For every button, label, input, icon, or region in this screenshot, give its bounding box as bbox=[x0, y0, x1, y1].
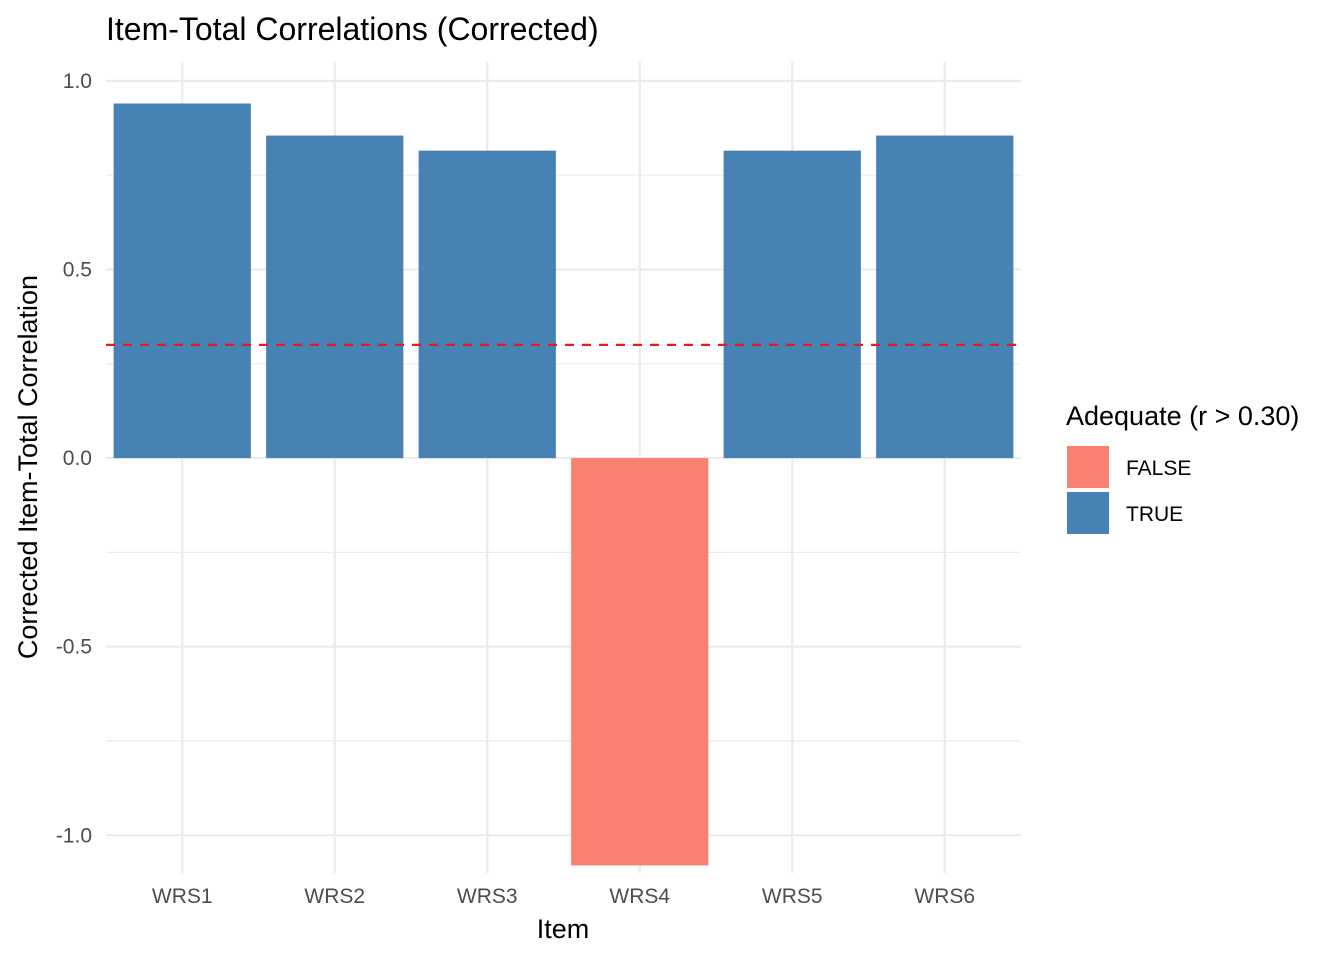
x-tick-label: WRS1 bbox=[152, 885, 213, 908]
legend: Adequate (r > 0.30) FALSE TRUE bbox=[1066, 401, 1299, 534]
bar-wrs6 bbox=[876, 135, 1014, 459]
y-tick-labels: -1.0 -0.5 0.0 0.5 1.0 bbox=[56, 70, 92, 847]
x-tick-label: WRS2 bbox=[304, 885, 365, 908]
x-tick-labels: WRS1 WRS2 WRS3 WRS4 WRS5 WRS6 bbox=[152, 885, 975, 908]
bar-wrs3 bbox=[418, 150, 556, 459]
y-tick-label: 1.0 bbox=[63, 70, 92, 93]
legend-label-false: FALSE bbox=[1126, 457, 1191, 480]
bar-wrs4 bbox=[571, 458, 709, 866]
y-axis-title: Corrected Item-Total Correlation bbox=[13, 275, 43, 659]
y-tick-label: -0.5 bbox=[56, 636, 92, 659]
legend-swatch-false bbox=[1067, 446, 1109, 488]
y-tick-label: 0.0 bbox=[63, 447, 92, 470]
legend-label-true: TRUE bbox=[1126, 503, 1183, 526]
chart-title: Item-Total Correlations (Corrected) bbox=[106, 11, 599, 47]
legend-title: Adequate (r > 0.30) bbox=[1066, 401, 1299, 431]
x-axis-title: Item bbox=[537, 914, 590, 944]
x-tick-label: WRS3 bbox=[457, 885, 518, 908]
legend-swatch-true bbox=[1067, 492, 1109, 534]
bars bbox=[113, 103, 1014, 866]
x-tick-label: WRS5 bbox=[762, 885, 823, 908]
x-tick-label: WRS6 bbox=[914, 885, 975, 908]
bar-wrs1 bbox=[113, 103, 251, 459]
minor-gridlines bbox=[106, 174, 1021, 742]
bar-wrs2 bbox=[266, 135, 404, 459]
y-tick-label: 0.5 bbox=[63, 258, 92, 281]
x-tick-label: WRS4 bbox=[609, 885, 670, 908]
bar-wrs5 bbox=[723, 150, 861, 459]
y-tick-label: -1.0 bbox=[56, 824, 92, 847]
